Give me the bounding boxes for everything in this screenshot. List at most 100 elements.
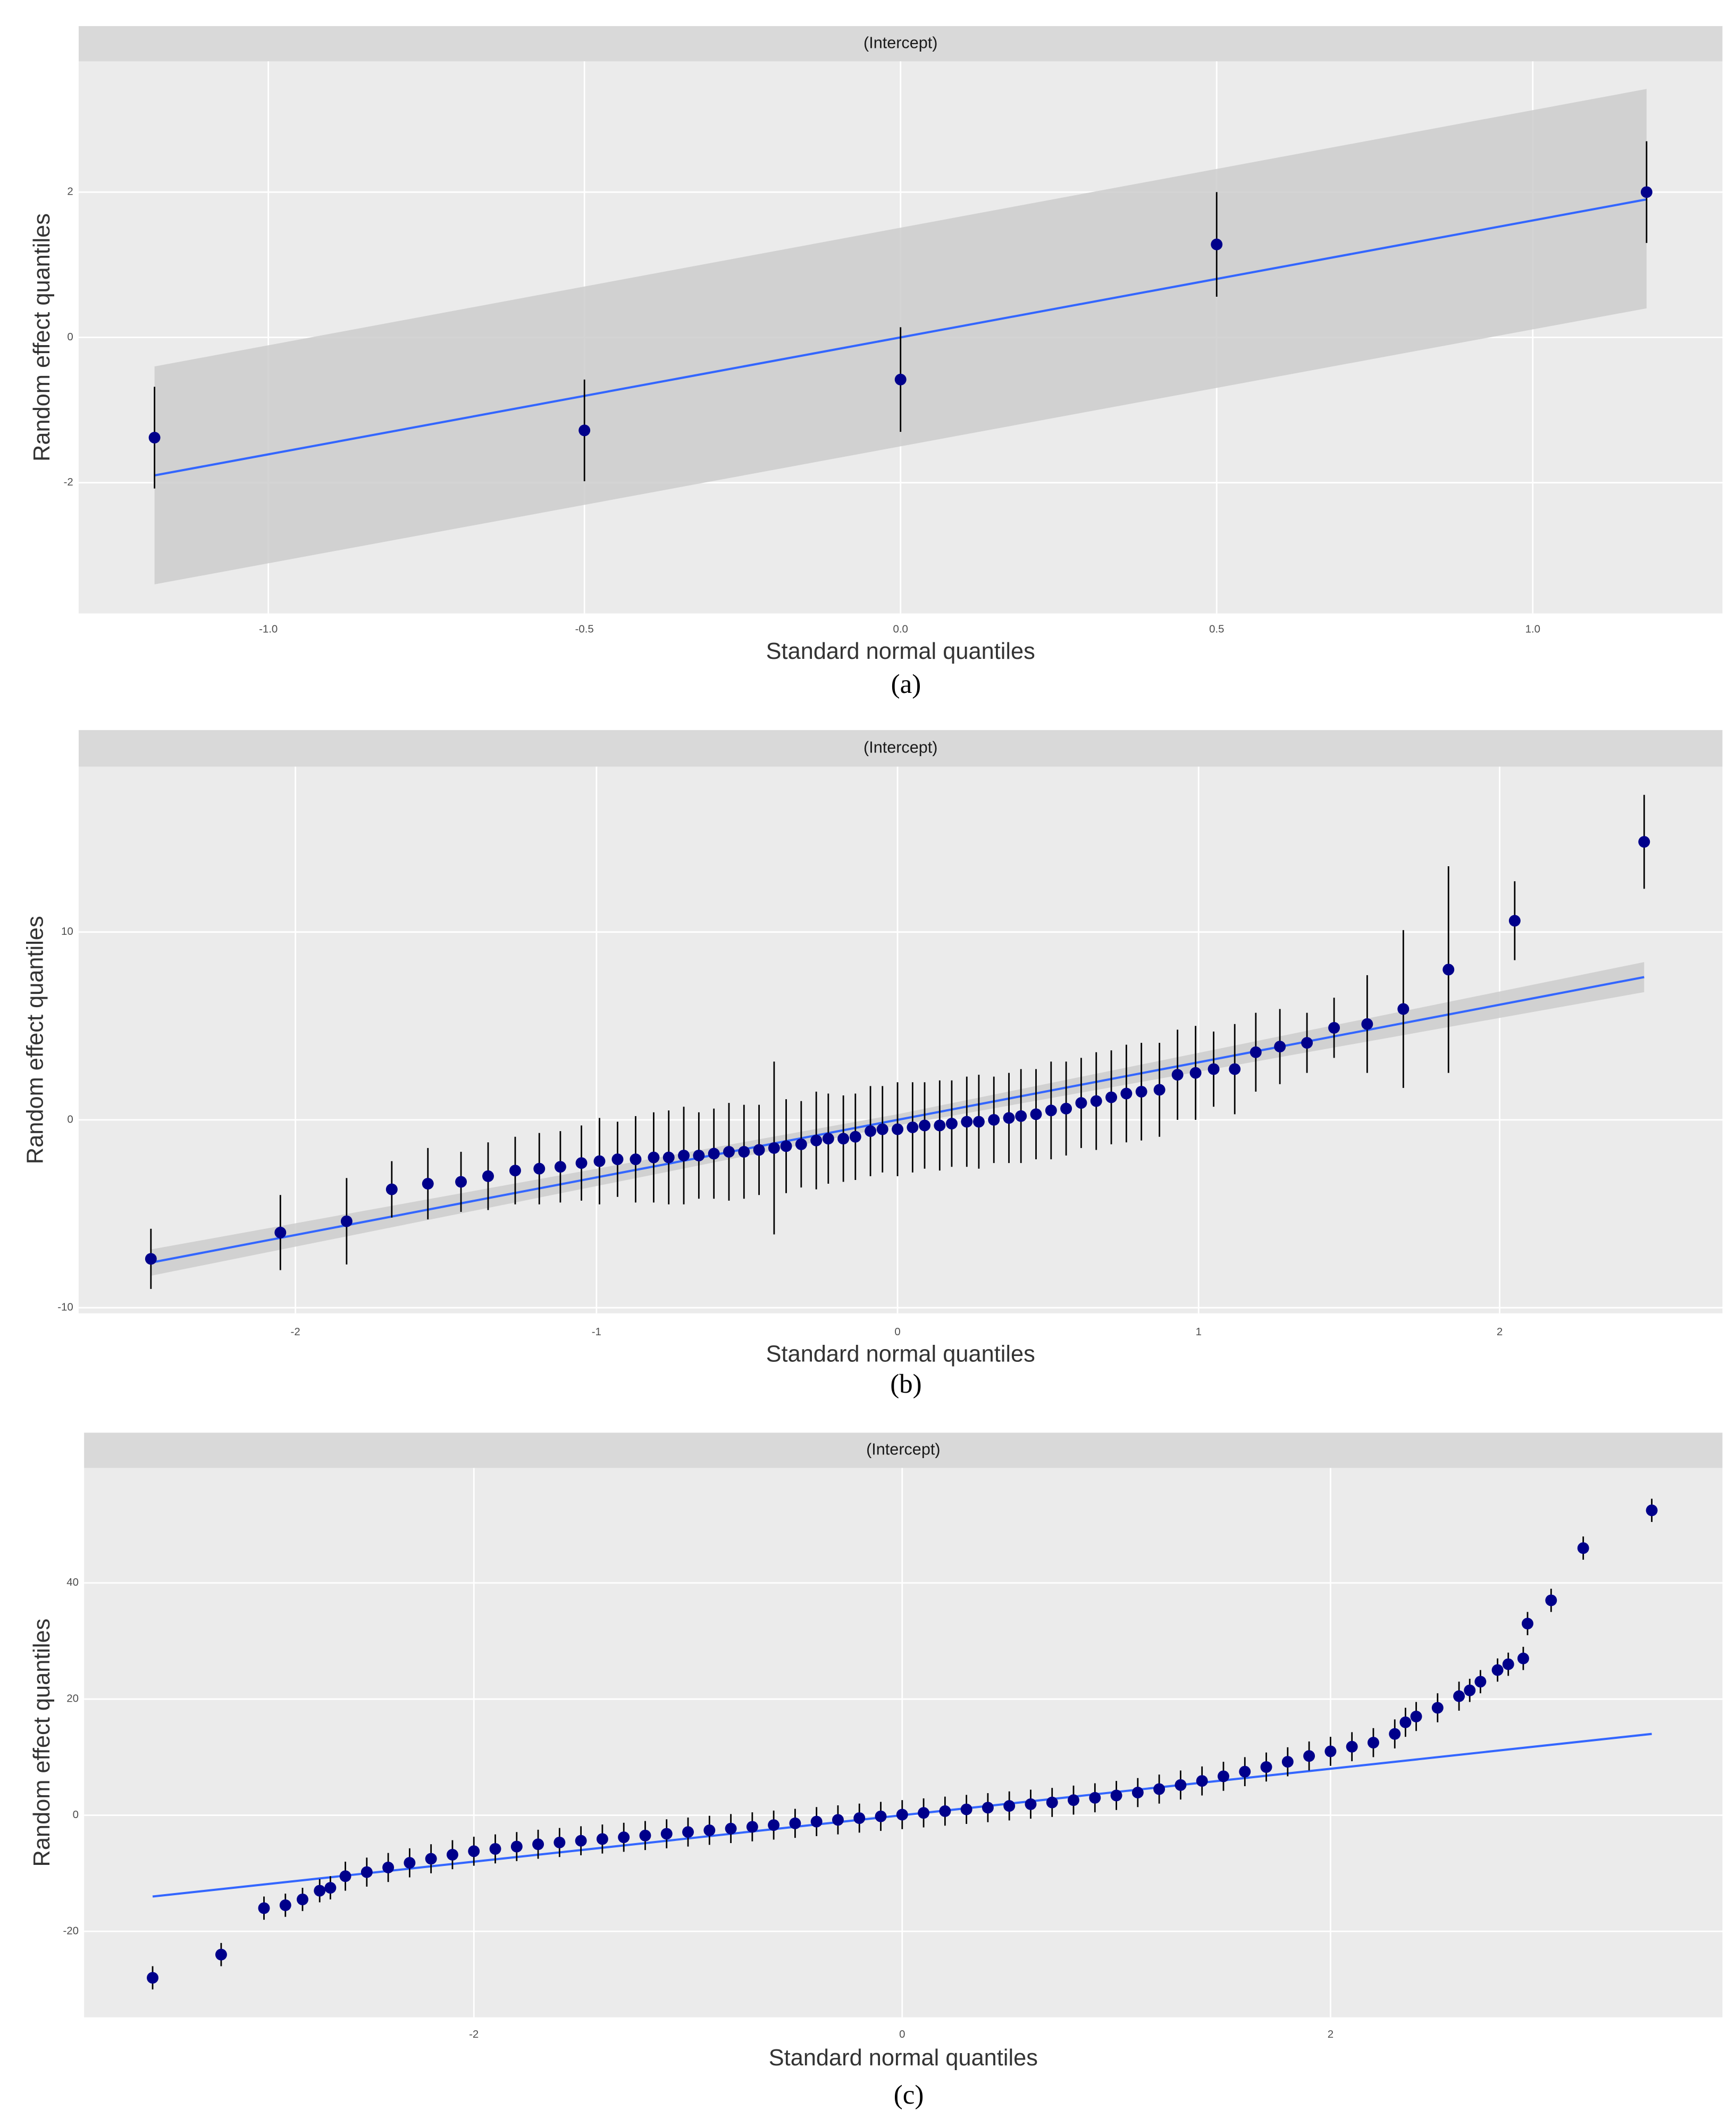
point bbox=[1030, 1108, 1042, 1120]
x-tick-label: 0.0 bbox=[893, 624, 908, 635]
x-tick-label: 2 bbox=[1497, 1326, 1503, 1338]
point bbox=[1389, 1728, 1401, 1740]
point bbox=[596, 1833, 608, 1845]
point bbox=[1431, 1702, 1444, 1714]
point bbox=[708, 1148, 720, 1160]
point bbox=[1474, 1676, 1487, 1688]
point bbox=[382, 1861, 395, 1873]
x-tick-label: -1 bbox=[592, 1326, 601, 1338]
point bbox=[404, 1857, 416, 1869]
x-tick-label: -1.0 bbox=[259, 624, 278, 635]
x-tick-label: 0 bbox=[899, 2029, 905, 2040]
point bbox=[1075, 1097, 1087, 1109]
y-tick-label: -20 bbox=[63, 1925, 78, 1937]
y-tick-label: 40 bbox=[66, 1577, 79, 1588]
x-tick-label: -2 bbox=[291, 1326, 300, 1338]
point bbox=[1189, 1067, 1202, 1079]
point bbox=[972, 1116, 985, 1128]
point bbox=[1328, 1022, 1340, 1034]
point bbox=[1281, 1756, 1294, 1768]
point bbox=[939, 1805, 951, 1817]
y-axis-title: Random effect quantiles bbox=[29, 213, 55, 462]
point bbox=[1218, 1770, 1229, 1782]
point bbox=[446, 1848, 458, 1861]
point bbox=[988, 1114, 1000, 1126]
caption: (a) bbox=[891, 669, 921, 699]
caption: (b) bbox=[890, 1369, 921, 1399]
x-tick-label: 1.0 bbox=[1525, 624, 1540, 635]
point bbox=[810, 1815, 823, 1828]
point bbox=[1301, 1037, 1313, 1049]
point bbox=[482, 1170, 494, 1182]
point bbox=[738, 1146, 750, 1158]
point bbox=[639, 1829, 651, 1841]
point bbox=[575, 1157, 588, 1169]
point bbox=[468, 1845, 480, 1857]
point bbox=[832, 1814, 844, 1826]
point bbox=[961, 1116, 973, 1128]
x-tick-label: -2 bbox=[469, 2029, 479, 2040]
point bbox=[554, 1161, 566, 1173]
x-tick-label: 1 bbox=[1196, 1326, 1202, 1338]
point bbox=[1175, 1779, 1187, 1791]
y-axis-title: Random effect quantiles bbox=[29, 1619, 55, 1867]
point bbox=[553, 1836, 566, 1848]
point bbox=[1131, 1787, 1144, 1798]
strip bbox=[78, 730, 1723, 767]
point bbox=[662, 1151, 675, 1163]
point bbox=[1003, 1112, 1015, 1124]
point bbox=[532, 1838, 544, 1851]
point bbox=[297, 1893, 308, 1905]
point bbox=[489, 1843, 501, 1855]
point bbox=[919, 1119, 930, 1132]
point bbox=[1046, 1796, 1058, 1809]
point bbox=[1508, 915, 1521, 927]
point bbox=[1135, 1085, 1147, 1098]
point bbox=[703, 1824, 716, 1836]
point bbox=[865, 1125, 877, 1137]
y-tick-label: -10 bbox=[57, 1302, 73, 1313]
point bbox=[837, 1133, 850, 1145]
point bbox=[810, 1134, 823, 1146]
y-tick-label: 0 bbox=[67, 1114, 73, 1125]
point bbox=[648, 1151, 660, 1163]
strip-title: (Intercept) bbox=[866, 1440, 940, 1458]
point bbox=[918, 1807, 930, 1819]
point bbox=[1045, 1104, 1057, 1117]
point bbox=[1397, 1003, 1410, 1015]
point bbox=[795, 1138, 807, 1150]
point bbox=[907, 1121, 919, 1134]
strip-title: (Intercept) bbox=[863, 738, 937, 756]
point bbox=[753, 1144, 765, 1156]
y-tick-label: -2 bbox=[64, 476, 73, 488]
point bbox=[215, 1948, 227, 1961]
point bbox=[1367, 1737, 1379, 1749]
point bbox=[849, 1131, 861, 1143]
point bbox=[340, 1215, 353, 1227]
point bbox=[611, 1153, 624, 1166]
point bbox=[147, 1972, 159, 1984]
point bbox=[1324, 1745, 1337, 1757]
x-tick-label: 0.5 bbox=[1209, 624, 1224, 635]
point bbox=[630, 1153, 642, 1166]
point bbox=[1105, 1091, 1118, 1103]
point bbox=[339, 1870, 351, 1882]
x-tick-label: -0.5 bbox=[575, 624, 594, 635]
point bbox=[274, 1226, 287, 1238]
y-tick-label: 0 bbox=[73, 1809, 79, 1821]
point bbox=[1171, 1069, 1184, 1081]
strip-title: (Intercept) bbox=[863, 34, 937, 52]
point bbox=[1060, 1102, 1072, 1115]
point bbox=[279, 1899, 291, 1911]
point bbox=[682, 1826, 694, 1838]
point bbox=[385, 1183, 398, 1195]
point bbox=[1361, 1018, 1373, 1030]
point bbox=[575, 1835, 587, 1847]
caption: (c) bbox=[894, 2080, 924, 2110]
point bbox=[1410, 1710, 1422, 1722]
point bbox=[746, 1821, 758, 1833]
point bbox=[1090, 1095, 1102, 1107]
point bbox=[853, 1812, 866, 1824]
strip bbox=[84, 1433, 1723, 1468]
point bbox=[1003, 1800, 1016, 1812]
